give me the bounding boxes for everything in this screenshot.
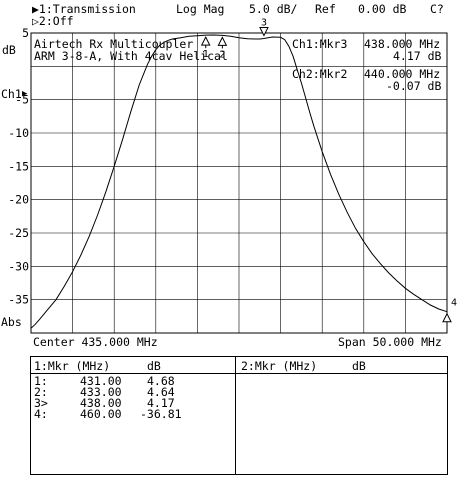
grid (30, 32, 448, 334)
marker-triangle (217, 36, 228, 46)
channel-1-label: ▶1:Transmission (32, 2, 136, 16)
marker-row-frequency: 433.00 (80, 385, 122, 399)
ch2-marker-label: Ch2:Mkr2 (292, 67, 348, 81)
marker-triangle (259, 27, 269, 37)
marker-triangle (442, 312, 452, 323)
right-table-header-title: 2:Mkr (MHz) (241, 359, 318, 373)
table-header-rule (31, 373, 447, 374)
marker-label: 2 (219, 49, 225, 60)
marker-label: 4 (451, 298, 457, 309)
center-frequency: Center 435.000 MHz (33, 335, 158, 349)
transmission-chart: 5 -5 -10 -15 -20 -25 -30 -35 1 2 3 4 (8, 18, 457, 334)
markers: 1 2 3 4 (200, 18, 457, 325)
y-tick-label: -15 (8, 159, 29, 173)
trace-title-line1: Airtech Rx Multicoupler (34, 37, 194, 51)
ch1-marker-label: Ch1:Mkr3 (292, 37, 348, 51)
y-unit-label: dB (2, 43, 16, 57)
marker-label: 1 (203, 49, 209, 60)
span-frequency: Span 50.000 MHz (338, 335, 442, 349)
table-divider (235, 357, 236, 474)
left-table-header-unit: dB (147, 359, 161, 373)
y-tick-labels: 5 -5 -10 -15 -20 -25 -30 -35 (8, 26, 29, 307)
y-tick-label: 5 (22, 26, 29, 40)
marker-2: 2 (217, 36, 228, 60)
ch2-marker-frequency: 440.000 MHz (364, 67, 441, 81)
y-tick-label: -25 (8, 226, 29, 240)
marker-row-value: 4.68 (147, 374, 175, 388)
ch1-reference-label: Ch1 (1, 87, 22, 101)
ref-value: 0.00 dB (358, 2, 407, 16)
marker-table: 1:Mkr (MHz) dB 2:Mkr (MHz) dB 1: 431.00 … (30, 356, 448, 475)
marker-3: 3 (259, 18, 269, 37)
channel-2-label: ▷2:Off (32, 14, 74, 28)
marker-label: 3 (261, 18, 267, 29)
transmission-trace (30, 34, 448, 329)
marker-row-id: 2: (34, 385, 48, 399)
marker-row-id: 3> (34, 396, 48, 410)
marker-triangle (200, 36, 211, 46)
ref-label: Ref (315, 2, 336, 16)
y-tick-label: -20 (8, 193, 29, 207)
y-tick-label: -30 (8, 259, 29, 273)
y-tick-label: -35 (8, 293, 29, 307)
y-tick-label: -5 (15, 93, 29, 107)
status-indicator: C? (430, 2, 444, 16)
marker-row-frequency: 460.00 (80, 407, 122, 421)
marker-row-frequency: 431.00 (80, 374, 122, 388)
trace-title-line2: ARM 3-8-A, With 4cav Helical (34, 49, 228, 63)
marker-row-frequency: 438.00 (80, 396, 122, 410)
format-label: Log Mag (176, 2, 225, 16)
marker-row-value: 4.64 (147, 385, 175, 399)
marker-row-value: 4.17 (147, 396, 175, 410)
marker-row-id: 4: (34, 407, 48, 421)
abs-label: Abs (1, 315, 22, 329)
reference-pointer-icon: ▶ (22, 89, 28, 99)
marker-row-value: -36.81 (140, 407, 182, 421)
right-table-header-unit: dB (352, 359, 366, 373)
y-tick-label: -10 (8, 126, 29, 140)
ch1-marker-frequency: 438.000 MHz (364, 37, 441, 51)
marker-4: 4 (442, 298, 457, 325)
marker-row-id: 1: (34, 374, 48, 388)
left-table-header-title: 1:Mkr (MHz) (34, 359, 111, 373)
ch1-marker-value: 4.17 dB (393, 49, 442, 63)
scale-label: 5.0 dB/ (249, 2, 298, 16)
ch2-marker-value: -0.07 dB (386, 79, 442, 93)
marker-1: 1 (200, 36, 211, 60)
